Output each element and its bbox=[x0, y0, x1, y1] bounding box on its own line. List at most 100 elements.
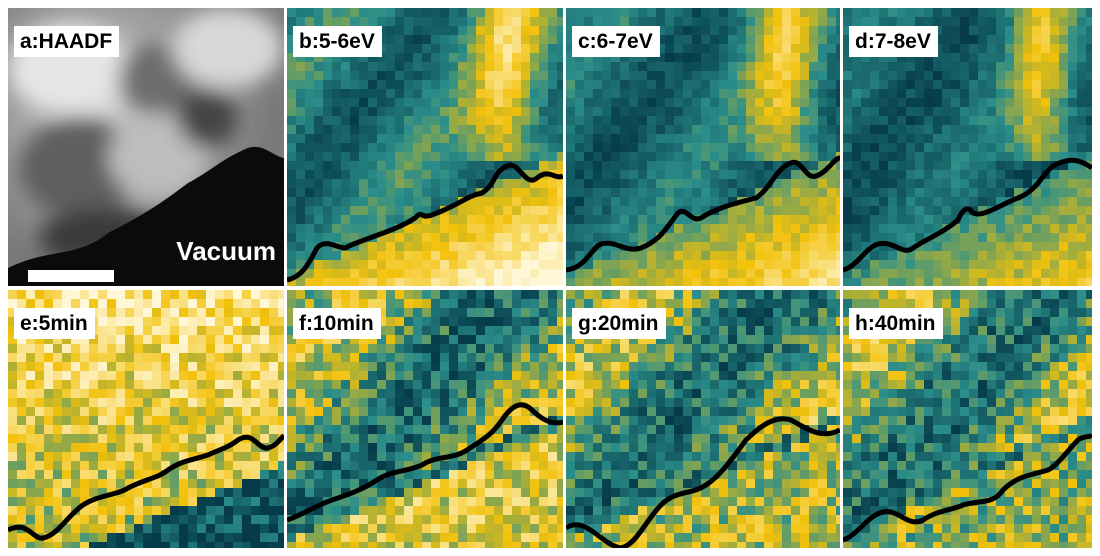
map-pixel bbox=[8, 389, 18, 399]
map-pixel bbox=[98, 308, 108, 318]
map-pixel bbox=[287, 233, 297, 243]
map-pixel bbox=[1014, 143, 1024, 153]
map-pixel bbox=[431, 107, 441, 117]
map-pixel bbox=[809, 362, 819, 372]
map-pixel bbox=[476, 206, 486, 216]
map-pixel bbox=[422, 206, 432, 216]
map-pixel bbox=[996, 242, 1006, 252]
map-pixel bbox=[773, 242, 783, 252]
map-pixel bbox=[440, 242, 450, 252]
map-pixel bbox=[566, 143, 576, 153]
map-pixel bbox=[951, 233, 961, 243]
map-pixel bbox=[728, 53, 738, 63]
map-pixel bbox=[197, 533, 207, 543]
panel-label: c:6-7eV bbox=[572, 26, 660, 58]
map-pixel bbox=[611, 161, 621, 171]
map-pixel bbox=[575, 53, 585, 63]
map-pixel bbox=[836, 308, 840, 318]
map-pixel bbox=[773, 53, 783, 63]
map-pixel bbox=[440, 260, 450, 270]
map-pixel bbox=[197, 434, 207, 444]
map-pixel bbox=[915, 197, 925, 207]
map-pixel bbox=[1005, 152, 1015, 162]
map-pixel bbox=[791, 179, 801, 189]
map-pixel bbox=[485, 17, 495, 27]
map-pixel bbox=[8, 308, 18, 318]
map-pixel bbox=[44, 353, 54, 363]
map-pixel bbox=[755, 362, 765, 372]
map-pixel bbox=[827, 353, 837, 363]
map-pixel bbox=[449, 488, 459, 498]
map-pixel bbox=[539, 8, 549, 18]
map-pixel bbox=[1086, 107, 1092, 117]
map-pixel bbox=[233, 497, 243, 507]
map-pixel bbox=[449, 389, 459, 399]
map-pixel bbox=[843, 152, 853, 162]
map-pixel bbox=[341, 479, 351, 489]
map-pixel bbox=[656, 278, 666, 286]
map-pixel bbox=[224, 524, 234, 534]
map-pixel bbox=[341, 179, 351, 189]
map-pixel bbox=[71, 533, 81, 543]
map-pixel bbox=[134, 308, 144, 318]
map-pixel bbox=[1086, 8, 1092, 18]
map-pixel bbox=[395, 89, 405, 99]
map-pixel bbox=[449, 89, 459, 99]
map-pixel bbox=[404, 44, 414, 54]
map-pixel bbox=[503, 515, 513, 525]
map-pixel bbox=[969, 98, 979, 108]
map-pixel bbox=[836, 116, 840, 126]
map-pixel bbox=[1068, 206, 1078, 216]
map-pixel bbox=[80, 461, 90, 471]
map-pixel bbox=[818, 224, 828, 234]
map-pixel bbox=[431, 524, 441, 534]
map-pixel bbox=[269, 389, 279, 399]
map-pixel bbox=[404, 98, 414, 108]
map-pixel bbox=[978, 62, 988, 72]
map-pixel bbox=[737, 152, 747, 162]
map-pixel bbox=[620, 362, 630, 372]
map-pixel bbox=[755, 89, 765, 99]
map-pixel bbox=[782, 134, 792, 144]
map-pixel bbox=[861, 197, 871, 207]
map-pixel bbox=[197, 335, 207, 345]
map-pixel bbox=[809, 71, 819, 81]
map-pixel bbox=[404, 206, 414, 216]
map-pixel bbox=[62, 497, 72, 507]
map-pixel bbox=[296, 533, 306, 543]
map-pixel bbox=[494, 161, 504, 171]
map-pixel bbox=[161, 308, 171, 318]
map-pixel bbox=[251, 407, 261, 417]
map-pixel bbox=[8, 470, 18, 480]
map-pixel bbox=[458, 443, 468, 453]
map-pixel bbox=[494, 134, 504, 144]
map-pixel bbox=[539, 524, 549, 534]
map-pixel bbox=[710, 353, 720, 363]
map-pixel bbox=[233, 335, 243, 345]
map-pixel bbox=[1059, 278, 1069, 286]
map-pixel bbox=[206, 488, 216, 498]
map-pixel bbox=[377, 215, 387, 225]
map-pixel bbox=[494, 407, 504, 417]
map-pixel bbox=[879, 116, 889, 126]
map-pixel bbox=[80, 515, 90, 525]
map-pixel bbox=[287, 179, 297, 189]
map-pixel bbox=[593, 233, 603, 243]
map-pixel bbox=[827, 380, 837, 390]
map-pixel bbox=[413, 143, 423, 153]
map-pixel bbox=[620, 71, 630, 81]
map-pixel bbox=[566, 269, 576, 279]
map-pixel bbox=[404, 497, 414, 507]
map-pixel bbox=[710, 98, 720, 108]
map-pixel bbox=[942, 44, 952, 54]
map-pixel bbox=[125, 497, 135, 507]
map-pixel bbox=[485, 80, 495, 90]
map-pixel bbox=[422, 125, 432, 135]
map-pixel bbox=[278, 317, 284, 327]
map-pixel bbox=[422, 35, 432, 45]
map-pixel bbox=[530, 17, 540, 27]
map-pixel bbox=[341, 278, 351, 286]
map-pixel bbox=[879, 143, 889, 153]
map-pixel bbox=[44, 362, 54, 372]
map-pixel bbox=[260, 407, 270, 417]
